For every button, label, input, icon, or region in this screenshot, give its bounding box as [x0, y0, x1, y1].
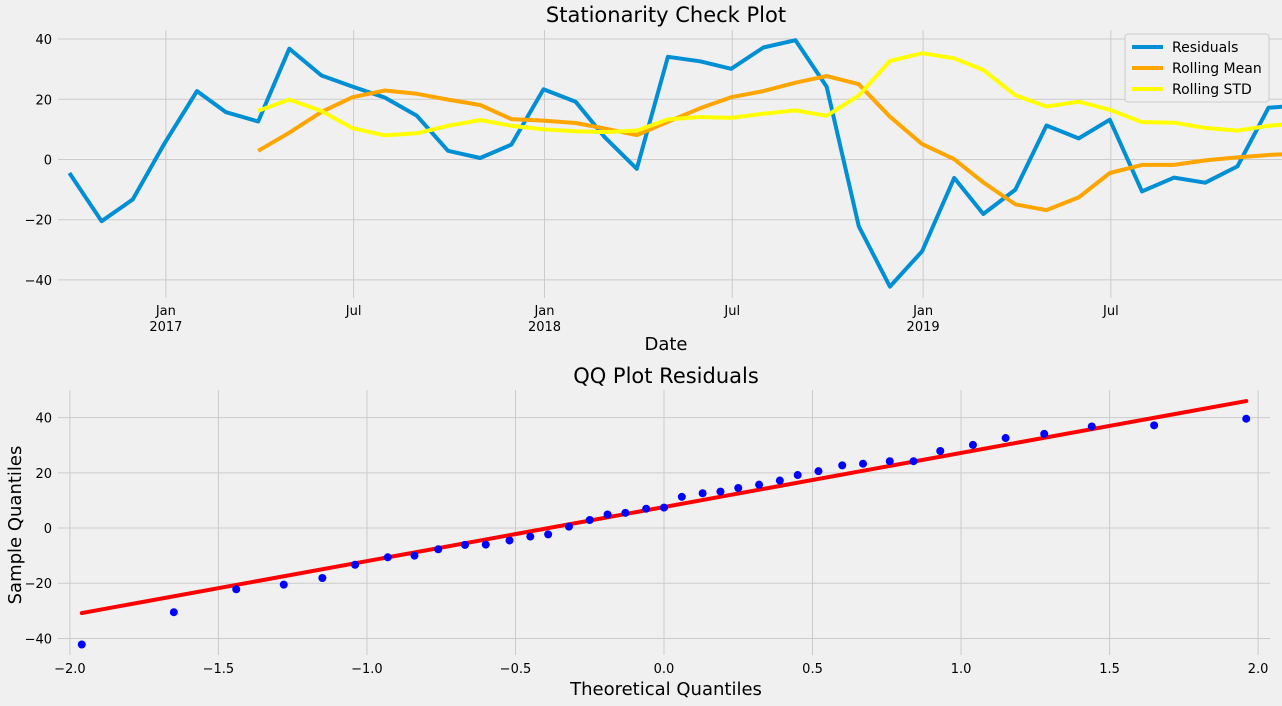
top-y-tick-label: 20: [35, 93, 52, 108]
qq-point: [1040, 429, 1049, 438]
legend-label-rolling-std: Rolling STD: [1172, 82, 1252, 98]
qq-x-tick-label: 0.0: [654, 662, 675, 677]
series-line-rolling-std: [257, 51, 1282, 138]
qq-point: [621, 508, 630, 517]
qq-point: [434, 545, 443, 554]
top-chart-title: Stationarity Check Plot: [546, 3, 786, 27]
qq-point: [279, 580, 288, 589]
qq-point: [544, 530, 553, 539]
qq-point: [677, 492, 686, 501]
legend-box: [1124, 33, 1270, 103]
qq-point: [564, 522, 573, 531]
qq-point: [1001, 434, 1010, 443]
qq-x-tick-label: −2.0: [54, 662, 86, 677]
top-y-tick-label: 40: [35, 33, 52, 48]
qq-point: [77, 640, 86, 649]
qq-point: [460, 540, 469, 549]
qq-point: [526, 532, 535, 541]
qq-point: [909, 457, 918, 466]
top-grid: [58, 30, 1282, 298]
top-y-tick-label: 0: [44, 153, 52, 168]
qq-point: [775, 476, 784, 485]
qq-chart: −40 −20 0 20 40 −2.0 −1.5 −1.0 −0.5 0.0 0.5 1.0 1.5…: [5, 364, 1270, 700]
qq-point: [755, 480, 764, 489]
qq-point: [351, 560, 360, 569]
qq-y-tick-label: −20: [25, 577, 52, 592]
qq-point: [660, 503, 668, 512]
qq-x-tick-label: −1.0: [351, 662, 383, 677]
legend-label-rolling-mean: Rolling Mean: [1172, 61, 1262, 77]
top-x-tick-year: 2017: [149, 320, 182, 335]
qq-point: [734, 483, 743, 492]
qq-x-tick-label: −0.5: [500, 662, 532, 677]
qq-point: [885, 457, 894, 466]
top-x-tick-year: 2019: [907, 320, 940, 335]
top-x-tick-label: Jan: [155, 304, 176, 319]
series-line-residuals: [67, 38, 1282, 289]
top-x-tick-label: Jul: [1102, 304, 1119, 319]
qq-point: [1242, 414, 1251, 423]
top-x-tick-label: Jan: [912, 304, 933, 319]
qq-point: [859, 459, 868, 468]
top-y-tick-label: −20: [25, 214, 52, 229]
qq-y-tick-label: −40: [25, 632, 52, 647]
series-line-rolling-mean: [257, 74, 1282, 213]
top-x-tick-label: Jan: [533, 304, 554, 319]
qq-point: [169, 608, 178, 617]
qq-point: [410, 551, 419, 560]
qq-x-tick-label: 2.0: [1248, 662, 1269, 677]
qq-point: [505, 536, 514, 545]
qq-y-tick-label: 20: [35, 467, 52, 482]
qq-x-tick-label: 1.5: [1099, 662, 1120, 677]
qq-grid: [58, 390, 1270, 655]
top-series: [67, 38, 1282, 289]
qq-y-tick-label: 0: [44, 522, 52, 537]
legend-label-residuals: Residuals: [1172, 40, 1238, 56]
qq-x-axis-label: Theoretical Quantiles: [569, 679, 762, 700]
top-x-tick-label: Jul: [345, 304, 362, 319]
qq-y-tick-label: 40: [35, 412, 52, 427]
qq-point: [793, 471, 802, 480]
qq-chart-title: QQ Plot Residuals: [573, 364, 759, 388]
top-y-tick-label: −40: [25, 274, 52, 289]
top-x-axis-label: Date: [644, 334, 687, 355]
qq-x-tick-label: 0.5: [802, 662, 823, 677]
qq-point: [642, 504, 651, 513]
top-x-tick-label: Jul: [723, 304, 740, 319]
qq-point: [814, 467, 823, 476]
qq-x-tick-label: −1.5: [203, 662, 235, 677]
top-x-tick-year: 2018: [528, 320, 561, 335]
qq-point: [698, 489, 707, 498]
qq-point: [1087, 422, 1096, 431]
legend: Residuals Rolling Mean Rolling STD: [1124, 33, 1270, 103]
qq-point: [481, 540, 490, 549]
top-y-ticks: −40 −20 0 20 40: [25, 33, 52, 289]
qq-point: [968, 440, 977, 449]
qq-y-axis-label: Sample Quantiles: [5, 446, 26, 605]
qq-point: [383, 553, 392, 562]
qq-point: [936, 447, 945, 456]
qq-point: [232, 585, 241, 594]
qq-x-tick-label: 1.0: [951, 662, 972, 677]
qq-y-ticks: −40 −20 0 20 40: [25, 412, 52, 648]
qq-point: [1150, 421, 1159, 430]
qq-point: [716, 487, 725, 496]
qq-point: [585, 516, 594, 525]
qq-point: [838, 461, 847, 470]
qq-point: [603, 510, 612, 519]
qq-series: [77, 399, 1251, 649]
qq-x-ticks: −2.0 −1.5 −1.0 −0.5 0.0 0.5 1.0 1.5 2.0: [54, 662, 1268, 677]
qq-point: [318, 573, 327, 582]
